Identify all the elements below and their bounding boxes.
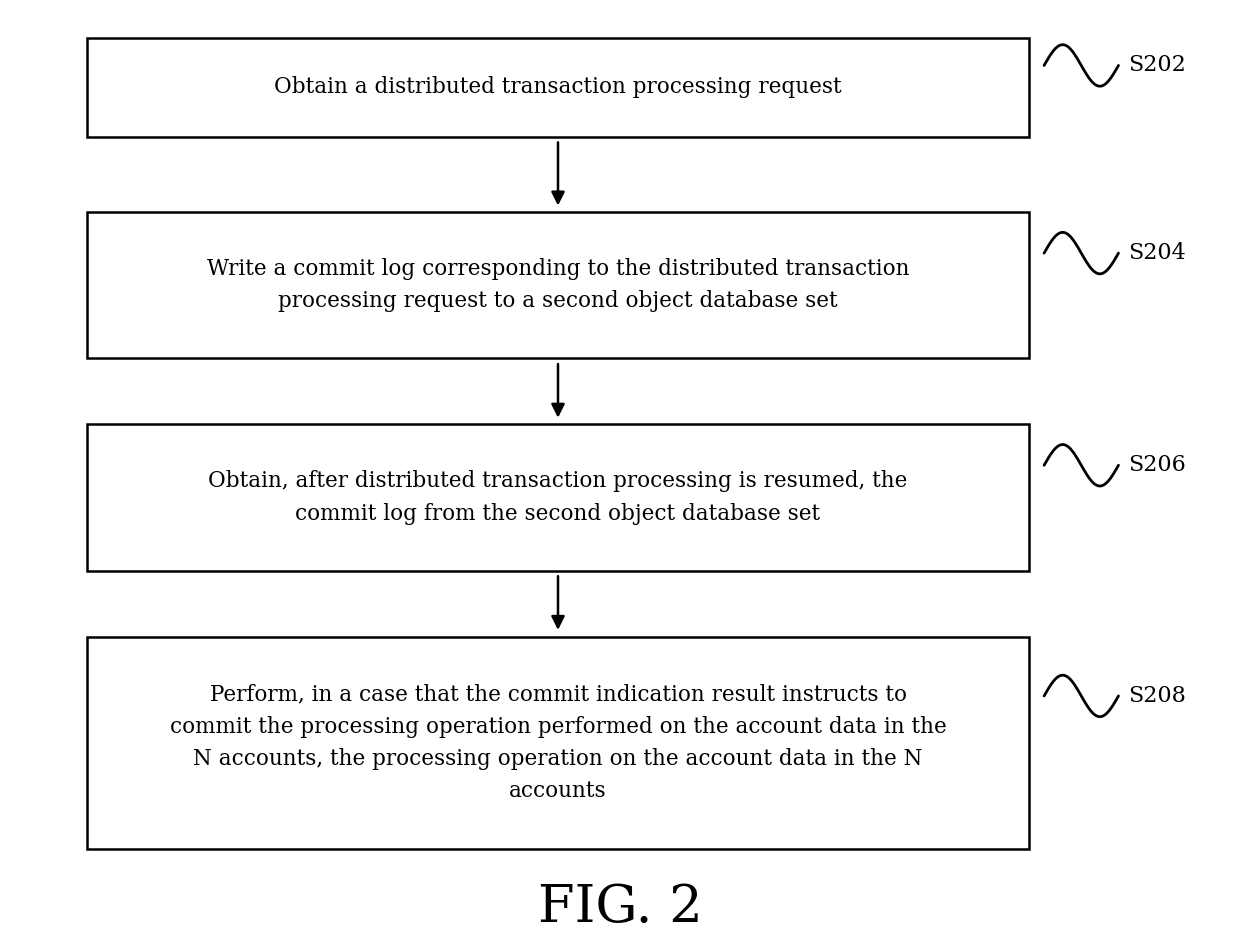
Text: S204: S204 bbox=[1128, 242, 1187, 264]
FancyBboxPatch shape bbox=[87, 637, 1029, 849]
Text: S202: S202 bbox=[1128, 55, 1187, 76]
Text: Obtain, after distributed transaction processing is resumed, the
commit log from: Obtain, after distributed transaction pr… bbox=[208, 471, 908, 524]
Text: FIG. 2: FIG. 2 bbox=[538, 882, 702, 933]
Text: S208: S208 bbox=[1128, 685, 1187, 707]
FancyBboxPatch shape bbox=[87, 212, 1029, 358]
Text: S206: S206 bbox=[1128, 455, 1187, 476]
Text: Write a commit log corresponding to the distributed transaction
processing reque: Write a commit log corresponding to the … bbox=[207, 258, 909, 312]
Text: Obtain a distributed transaction processing request: Obtain a distributed transaction process… bbox=[274, 76, 842, 98]
Text: Perform, in a case that the commit indication result instructs to
commit the pro: Perform, in a case that the commit indic… bbox=[170, 684, 946, 802]
FancyBboxPatch shape bbox=[87, 38, 1029, 137]
FancyBboxPatch shape bbox=[87, 424, 1029, 571]
